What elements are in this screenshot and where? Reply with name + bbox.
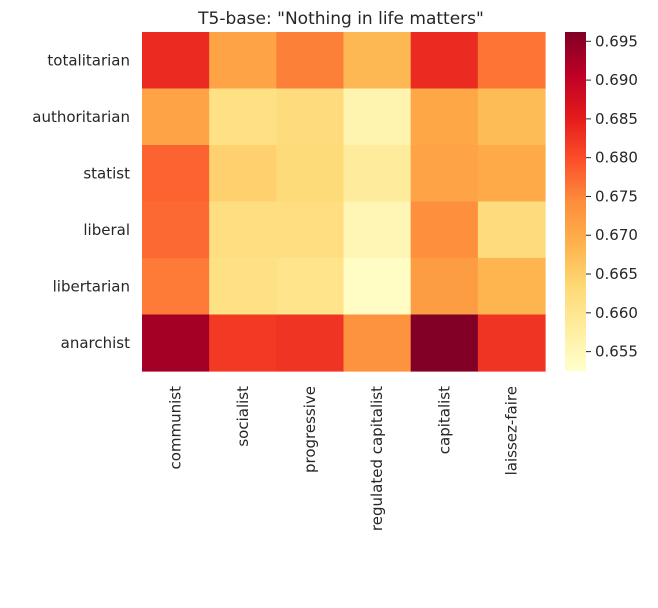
row-labels: totalitarian authoritarian statist liberal l… xyxy=(32,51,130,352)
heatmap-cell xyxy=(142,32,210,90)
row-label: statist xyxy=(83,164,130,182)
heatmap-cell xyxy=(410,32,479,90)
heatmap-cell xyxy=(209,88,277,146)
heatmap-cell xyxy=(209,201,277,259)
row-label: authoritarian xyxy=(32,108,130,126)
colorbar-tick-label: 0.690 xyxy=(595,71,638,89)
heatmap-cell xyxy=(142,258,210,316)
heatmap-cell xyxy=(477,88,546,146)
heatmap-cell xyxy=(477,314,546,372)
colorbar-tick-label: 0.685 xyxy=(595,110,638,128)
heatmap-cell xyxy=(477,258,546,316)
colorbar-tick-label: 0.680 xyxy=(595,149,638,167)
heatmap-cells xyxy=(142,32,546,372)
heatmap-cell xyxy=(209,314,277,372)
heatmap-cell xyxy=(276,88,345,146)
column-label: progressive xyxy=(301,386,319,473)
heatmap-cell xyxy=(477,145,546,203)
column-label: regulated capitalist xyxy=(368,386,386,531)
heatmap-cell xyxy=(276,258,345,316)
colorbar-tick-label: 0.665 xyxy=(595,265,638,283)
heatmap-cell xyxy=(209,145,277,203)
heatmap-cell xyxy=(343,201,412,259)
row-label: liberal xyxy=(83,221,130,239)
column-label: socialist xyxy=(234,386,252,447)
row-label: anarchist xyxy=(61,334,130,352)
heatmap-cell xyxy=(276,201,345,259)
heatmap-cell xyxy=(410,88,479,146)
heatmap-cell xyxy=(477,201,546,259)
heatmap-cell xyxy=(477,32,546,90)
column-labels: communist socialist progressive regulated c… xyxy=(167,386,521,531)
column-label: communist xyxy=(167,386,185,470)
heatmap-cell xyxy=(276,145,345,203)
colorbar-ticks: 0.655 0.660 0.665 0.670 0.675 0.680 0.685 0.690… xyxy=(586,32,638,361)
colorbar-tick-label: 0.675 xyxy=(595,187,638,205)
row-label: libertarian xyxy=(53,277,130,295)
heatmap-cell xyxy=(142,145,210,203)
heatmap-cell xyxy=(410,201,479,259)
colorbar-tick-label: 0.670 xyxy=(595,226,638,244)
heatmap-cell xyxy=(343,145,412,203)
heatmap-cell xyxy=(410,145,479,203)
colorbar-tick-label: 0.660 xyxy=(595,304,638,322)
heatmap-cell xyxy=(276,32,345,90)
heatmap-cell xyxy=(343,258,412,316)
chart-title: T5-base: "Nothing in life matters" xyxy=(197,9,484,29)
colorbar-tick-label: 0.655 xyxy=(595,343,638,361)
heatmap-cell xyxy=(276,314,345,372)
colorbar-tick-label: 0.695 xyxy=(595,32,638,50)
heatmap-cell xyxy=(142,314,210,372)
heatmap-cell xyxy=(142,88,210,146)
column-label: laissez-faire xyxy=(502,386,520,475)
heatmap-cell xyxy=(209,32,277,90)
colorbar xyxy=(565,32,586,371)
heatmap-cell xyxy=(343,314,412,372)
row-label: totalitarian xyxy=(47,51,130,69)
heatmap-cell xyxy=(209,258,277,316)
heatmap-cell xyxy=(142,201,210,259)
heatmap-cell xyxy=(410,258,479,316)
column-label: capitalist xyxy=(435,386,453,454)
heatmap-cell xyxy=(410,314,479,372)
heatmap-cell xyxy=(343,32,412,90)
heatmap-cell xyxy=(343,88,412,146)
